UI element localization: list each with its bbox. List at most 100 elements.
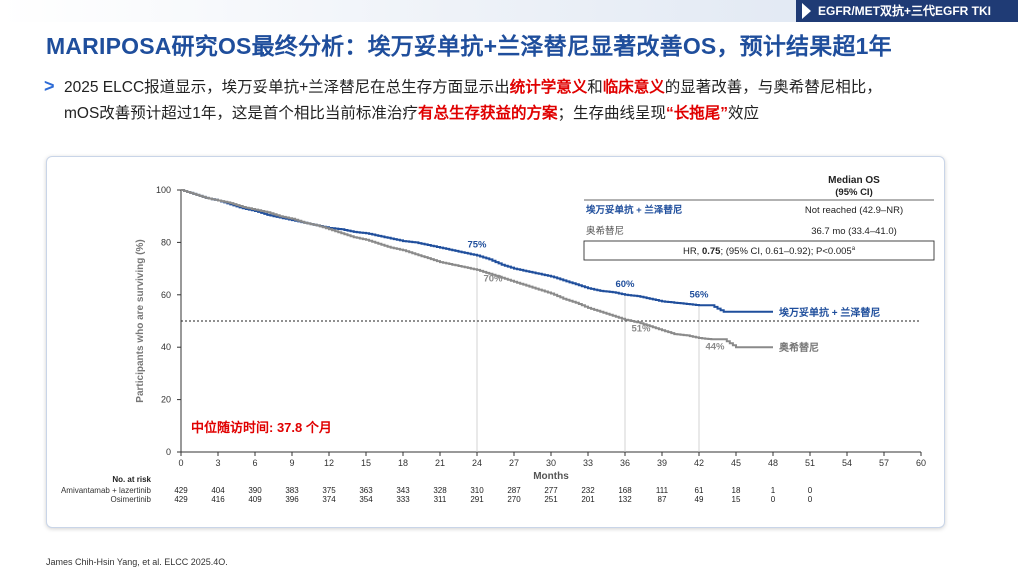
- bullet-chevron-icon: >: [44, 76, 55, 96]
- para-text-5: ；生存曲线呈现: [557, 105, 666, 122]
- x-tick-label: 57: [879, 458, 889, 468]
- x-tick-label: 3: [215, 458, 220, 468]
- x-tick-label: 48: [768, 458, 778, 468]
- hr-box: [583, 240, 935, 261]
- legend-label-osimertinib: 奥希替尼: [779, 341, 819, 354]
- x-tick-label: 33: [583, 458, 593, 468]
- y-tick-label: 0: [166, 447, 171, 457]
- x-tick-label: 27: [509, 458, 519, 468]
- y-axis-title: Participants who are surviving (%): [135, 239, 146, 402]
- at-risk-value: 251: [544, 495, 558, 504]
- x-tick-label: 60: [916, 458, 926, 468]
- summary-paragraph: 2025 ELCC报道显示，埃万妥单抗+兰泽替尼在总生存方面显示出统计学意义和临…: [64, 75, 984, 127]
- top-bar: [0, 0, 1018, 22]
- x-tick-label: 6: [252, 458, 257, 468]
- at-risk-value: 383: [285, 486, 299, 495]
- x-tick-label: 51: [805, 458, 815, 468]
- at-risk-value: 1: [771, 486, 776, 495]
- hr-value: 0.75: [702, 246, 721, 257]
- at-risk-value: 49: [695, 495, 704, 504]
- at-risk-value: 132: [618, 495, 632, 504]
- at-risk-value: 270: [507, 495, 521, 504]
- point-label: 70%: [483, 274, 503, 285]
- x-tick-label: 36: [620, 458, 630, 468]
- at-risk-value: 201: [581, 495, 595, 504]
- x-tick-label: 30: [546, 458, 556, 468]
- at-risk-value: 18: [732, 486, 741, 495]
- hr-suffix: ; (95% CI, 0.61–0.92); P<0.005: [720, 246, 851, 257]
- median-os-header: Median OS: [828, 175, 880, 186]
- at-risk-value: 277: [544, 486, 558, 495]
- at-risk-value: 374: [322, 495, 336, 504]
- para-highlight-1: 统计学意义: [509, 79, 588, 96]
- at-risk-value: 287: [507, 486, 521, 495]
- at-risk-value: 15: [732, 495, 741, 504]
- table-row-label: 埃万妥单抗 + 兰泽替尼: [586, 204, 682, 216]
- at-risk-value: 291: [470, 495, 484, 504]
- at-risk-value: 328: [433, 486, 447, 495]
- at-risk-value: 61: [695, 486, 704, 495]
- para-text-3: 的显著改善，与奥希替尼相比，: [664, 79, 882, 96]
- median-followup-note: 中位随访时间: 37.8 个月: [191, 420, 332, 435]
- y-tick-label: 60: [161, 290, 171, 300]
- table-row-label: 奥希替尼: [586, 225, 624, 237]
- point-label: 51%: [631, 323, 651, 334]
- y-tick-label: 100: [156, 185, 171, 195]
- source-citation: James Chih-Hsin Yang, et al. ELCC 2025.4…: [46, 557, 228, 567]
- at-risk-value: 0: [808, 495, 813, 504]
- at-risk-value: 310: [470, 486, 484, 495]
- at-risk-value: 375: [322, 486, 336, 495]
- at-risk-value: 0: [771, 495, 776, 504]
- para-highlight-2: 临床意义: [602, 79, 665, 96]
- at-risk-value: 87: [658, 495, 667, 504]
- at-risk-title: No. at risk: [112, 475, 151, 484]
- chart-panel: 0 20 40 60 80 100 0 3 6 9 12 15 18 21 24 27 30 33 36 39 42 45…: [46, 156, 945, 528]
- at-risk-value: 429: [174, 495, 188, 504]
- at-risk-value: 232: [581, 486, 595, 495]
- at-risk-row-label: Osimertinib: [111, 495, 152, 504]
- point-label: 44%: [705, 342, 725, 353]
- para-text-1: 2025 ELCC报道显示，埃万妥单抗+兰泽替尼在总生存方面显示出: [64, 79, 510, 96]
- x-tick-label: 42: [694, 458, 704, 468]
- point-label: 60%: [615, 279, 635, 290]
- x-tick-label: 21: [435, 458, 445, 468]
- para-text-6: 效应: [727, 105, 759, 122]
- hr-footnote-marker: a: [852, 246, 856, 252]
- at-risk-value: 354: [359, 495, 373, 504]
- para-highlight-3: 有总生存获益的方案: [417, 105, 558, 122]
- at-risk-value: 396: [285, 495, 299, 504]
- page-title: MARIPOSA研究OS最终分析：埃万妥单抗+兰泽替尼显著改善OS，预计结果超1…: [46, 33, 892, 59]
- x-tick-label: 54: [842, 458, 852, 468]
- at-risk-value: 390: [248, 486, 262, 495]
- x-tick-label: 45: [731, 458, 741, 468]
- at-risk-row-label: Amivantamab + lazertinib: [61, 486, 152, 495]
- at-risk-value: 429: [174, 486, 188, 495]
- median-os-subheader: (95% CI): [835, 187, 872, 198]
- x-tick-label: 24: [472, 458, 482, 468]
- y-tick-label: 40: [161, 342, 171, 352]
- hr-prefix: HR,: [683, 246, 702, 257]
- hr-text: HR, 0.75; (95% CI, 0.61–0.92); P<0.005a: [683, 246, 856, 257]
- at-risk-value: 333: [396, 495, 410, 504]
- x-tick-label: 0: [178, 458, 183, 468]
- table-row-value: Not reached (42.9–NR): [805, 205, 903, 216]
- point-label: 75%: [467, 240, 487, 251]
- category-tag: EGFR/MET双抗+三代EGFR TKI: [796, 0, 1018, 22]
- at-risk-value: 311: [434, 495, 447, 504]
- at-risk-value: 111: [656, 486, 669, 495]
- curve-amivantamab-lazertinib: [181, 189, 773, 313]
- at-risk-value: 0: [808, 486, 813, 495]
- para-text-4: mOS改善预计超过1年，这是首个相比当前标准治疗: [64, 105, 418, 122]
- x-axis-title: Months: [533, 471, 569, 482]
- at-risk-value: 168: [618, 486, 632, 495]
- curve-osimertinib: [181, 189, 773, 349]
- at-risk-value: 416: [211, 495, 225, 504]
- x-tick-label: 9: [289, 458, 294, 468]
- table-row-value: 36.7 mo (33.4–41.0): [811, 226, 897, 237]
- y-tick-label: 20: [161, 395, 171, 405]
- x-tick-label: 15: [361, 458, 371, 468]
- para-highlight-4: “长拖尾”: [665, 105, 728, 122]
- at-risk-value: 363: [359, 486, 373, 495]
- at-risk-value: 404: [211, 486, 225, 495]
